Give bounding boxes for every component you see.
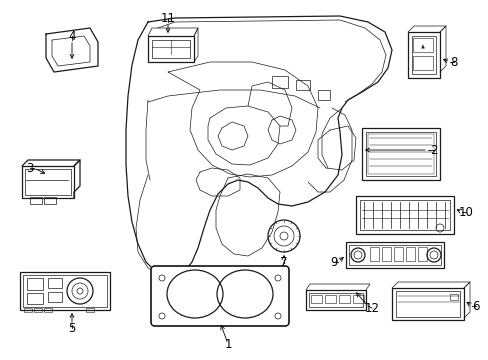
Text: 6: 6 <box>471 300 479 312</box>
Bar <box>23 275 107 307</box>
Text: 5: 5 <box>68 321 76 334</box>
Bar <box>405 247 414 261</box>
Bar <box>148 36 194 62</box>
Bar <box>271 76 287 88</box>
Bar <box>411 36 435 74</box>
Bar <box>310 295 321 303</box>
Text: 7: 7 <box>280 256 287 270</box>
Bar <box>24 308 32 312</box>
Text: 4: 4 <box>68 30 76 42</box>
Text: 2: 2 <box>429 144 437 157</box>
Bar <box>325 295 335 303</box>
Text: 8: 8 <box>449 55 457 68</box>
Bar <box>417 247 426 261</box>
Bar <box>355 196 453 234</box>
Bar <box>381 247 390 261</box>
Bar <box>449 294 457 300</box>
Bar <box>338 295 349 303</box>
Bar <box>412 38 432 52</box>
Bar <box>44 197 56 204</box>
Text: 11: 11 <box>160 12 175 24</box>
Bar <box>22 166 74 198</box>
Text: 1: 1 <box>224 338 231 351</box>
Bar <box>152 40 190 58</box>
Bar <box>30 197 42 204</box>
Bar <box>352 295 363 303</box>
Text: 9: 9 <box>329 256 337 269</box>
Bar <box>308 293 362 307</box>
Bar <box>44 308 52 312</box>
Bar <box>48 292 62 302</box>
Bar <box>395 291 459 317</box>
Bar <box>346 242 443 268</box>
Bar <box>25 169 71 195</box>
Bar <box>359 200 449 230</box>
Bar <box>317 90 329 100</box>
Bar <box>348 245 440 265</box>
Bar <box>393 247 402 261</box>
Bar <box>48 278 62 288</box>
Text: 3: 3 <box>26 162 34 175</box>
Bar <box>369 247 378 261</box>
Bar <box>27 293 43 304</box>
Bar <box>20 272 110 310</box>
Bar <box>27 278 43 290</box>
Bar <box>367 134 433 174</box>
Bar <box>86 308 94 312</box>
Text: 10: 10 <box>458 206 472 219</box>
Text: 12: 12 <box>364 302 379 315</box>
Bar <box>305 290 365 310</box>
Bar <box>34 308 42 312</box>
Bar <box>295 80 309 90</box>
Bar <box>365 132 435 176</box>
Bar <box>391 288 463 320</box>
FancyBboxPatch shape <box>151 266 288 326</box>
Bar <box>407 32 439 78</box>
Bar <box>412 56 432 70</box>
Bar <box>361 128 439 180</box>
